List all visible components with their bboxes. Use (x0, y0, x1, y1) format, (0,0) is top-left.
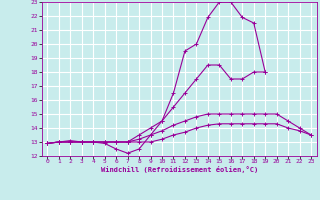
X-axis label: Windchill (Refroidissement éolien,°C): Windchill (Refroidissement éolien,°C) (100, 166, 258, 173)
